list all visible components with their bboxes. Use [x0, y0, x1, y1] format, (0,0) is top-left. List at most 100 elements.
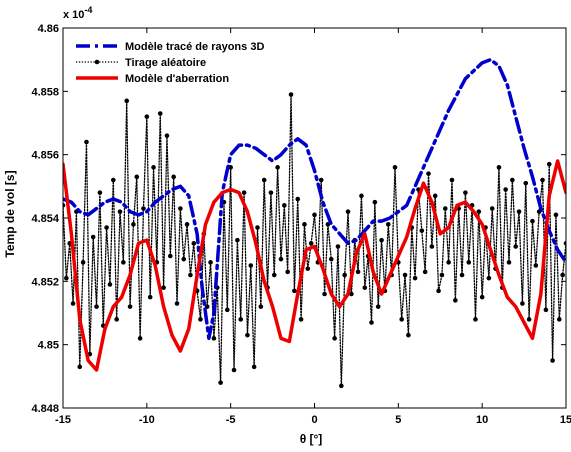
series-point: [459, 272, 465, 278]
series-point: [466, 260, 472, 265]
series-point: [446, 260, 451, 265]
series-point: [406, 332, 411, 338]
series-point: [385, 222, 391, 227]
y-tick-label: 4.856: [31, 150, 59, 162]
series-point: [375, 304, 381, 309]
series-point: [453, 298, 458, 303]
series-point: [174, 301, 180, 306]
series-point: [231, 367, 237, 373]
series-point: [285, 269, 290, 275]
series-point: [178, 206, 183, 211]
series-point: [137, 336, 143, 341]
series-point: [245, 332, 250, 338]
series-line-2: [63, 159, 566, 372]
series-point: [248, 263, 254, 268]
legend: Modèle tracé de rayons 3D Tirage aléatoir…: [76, 41, 264, 85]
series-point: [188, 272, 193, 278]
series-point: [261, 177, 267, 183]
series-point: [503, 187, 508, 192]
series-point: [553, 212, 559, 218]
y-tick-label: 4.86: [38, 23, 59, 35]
series-point: [513, 244, 518, 249]
series-point: [131, 222, 136, 227]
series-point: [359, 193, 364, 199]
series-point: [496, 165, 502, 170]
series-point: [550, 358, 555, 363]
series-point: [463, 190, 468, 195]
y-tick-label: 4.848: [31, 403, 59, 415]
series-point: [473, 317, 478, 322]
series-point: [486, 275, 492, 281]
series-point: [442, 206, 448, 211]
series-point: [255, 225, 260, 230]
y-tick-label: 4.852: [31, 276, 59, 288]
series-point: [181, 256, 187, 262]
series-point: [104, 225, 109, 230]
series-point: [516, 209, 522, 214]
series-point: [168, 253, 173, 259]
series-point: [335, 244, 341, 249]
series-point: [436, 288, 441, 294]
series-point: [543, 307, 549, 313]
series-point: [523, 180, 529, 186]
series-point: [268, 190, 274, 195]
y-axis-title: Temp de vol [s]: [3, 170, 17, 257]
series-point: [476, 209, 482, 214]
series-point: [332, 336, 337, 341]
series-point: [426, 171, 431, 176]
y-multiplier-label: x 10-4: [63, 5, 92, 21]
series-point: [251, 364, 257, 370]
x-tick-label: 15: [560, 414, 571, 426]
series-point: [157, 111, 163, 116]
series-point: [241, 190, 247, 195]
y-ticks: 4.848 4.85 4.852 4.854 4.856 4.858 4.86: [31, 23, 566, 415]
series-point: [308, 241, 314, 246]
legend-label: Modèle tracé de rayons 3D: [125, 41, 264, 53]
series-point: [312, 212, 317, 218]
series-point: [218, 380, 223, 385]
series-point: [422, 269, 428, 275]
legend-marker: [94, 59, 100, 65]
series-point: [546, 161, 552, 167]
series-point: [563, 241, 566, 246]
series-point: [520, 301, 525, 306]
series-point: [402, 272, 408, 278]
x-tick-label: -10: [139, 414, 155, 426]
series-point: [278, 256, 284, 262]
x-ticks: -15 -10 -5 0 5 10 15: [55, 28, 571, 426]
series-point: [147, 294, 153, 300]
series-point: [94, 304, 99, 309]
series-point: [530, 218, 535, 224]
series-point: [141, 206, 146, 211]
x-tick-label: 0: [311, 414, 317, 426]
series-point: [322, 291, 327, 297]
series-point: [282, 203, 287, 208]
series-point: [161, 285, 166, 290]
legend-label: Modèle d'aberration: [125, 73, 229, 85]
series-point: [379, 237, 384, 243]
series-point: [328, 256, 334, 262]
series-point: [151, 165, 156, 170]
series-point: [439, 272, 445, 278]
series-point: [107, 282, 113, 287]
series-point: [533, 263, 539, 268]
series-line-0: [63, 57, 566, 341]
series-point: [64, 275, 69, 281]
series-point: [235, 237, 240, 243]
series-point: [556, 317, 562, 322]
series-point: [540, 177, 545, 183]
series-point: [305, 266, 311, 271]
series-point: [258, 304, 264, 309]
series-point: [111, 177, 116, 183]
series-point: [211, 336, 217, 341]
series-point: [275, 165, 280, 170]
series-point: [298, 317, 304, 322]
y-multiplier-exponent: -4: [84, 5, 92, 15]
series-point: [63, 203, 66, 208]
series-point: [318, 177, 324, 183]
series-point: [292, 288, 297, 294]
x-tick-label: 10: [476, 414, 488, 426]
series-point: [164, 133, 170, 138]
series-point: [225, 307, 230, 313]
